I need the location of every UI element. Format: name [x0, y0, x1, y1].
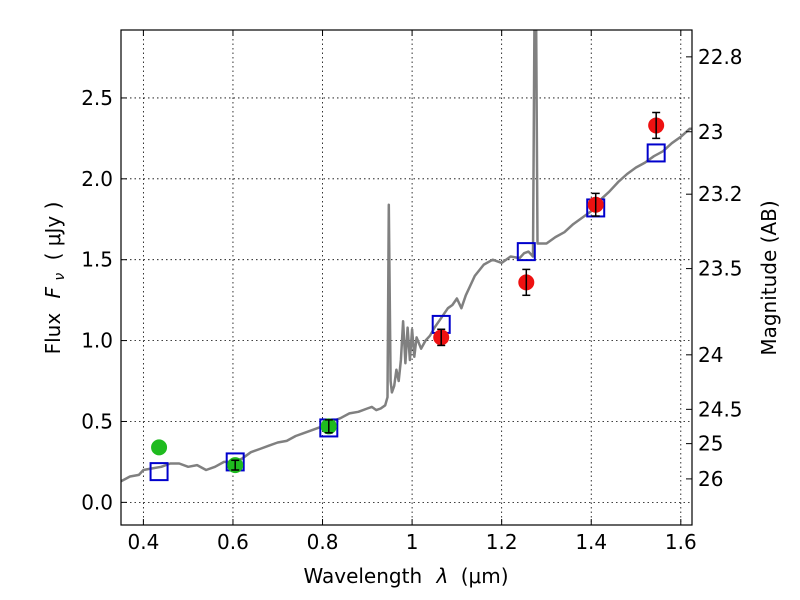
x-tick-label: 1.2 [486, 530, 518, 554]
y-tick-label: 0.5 [81, 409, 113, 433]
y2-tick-label: 23.5 [698, 257, 743, 281]
y2-tick-label: 24.5 [698, 397, 743, 421]
x-tick-label: 0.4 [127, 530, 159, 554]
model-square [646, 143, 666, 163]
x-axis-title: Wavelength λ (μm) [303, 564, 508, 588]
y-tick-label: 1.5 [81, 248, 113, 272]
y2-tick-label: 25 [698, 432, 723, 456]
x-axis-label: Wavelength [303, 564, 422, 588]
y-axis-symbol: F [41, 286, 65, 298]
model-square [516, 242, 536, 262]
x-tick-label: 1.6 [665, 530, 697, 554]
x-axis-unit: (μm) [461, 564, 509, 588]
grid [121, 30, 692, 525]
y-axis-title: Flux F ν ( μJy ) [41, 202, 69, 355]
y2-tick-label: 26 [698, 467, 723, 491]
x-tick-label: 1.4 [575, 530, 607, 554]
y-axis-subscript: ν [52, 273, 68, 281]
x-axis-symbol: λ [436, 564, 449, 588]
x-tick-label: 1 [406, 530, 419, 554]
model-square [149, 462, 169, 482]
y-axis-unit: ( μJy ) [41, 202, 65, 261]
y-axis-label: Flux [41, 313, 65, 355]
y-tick-label: 1.0 [81, 329, 113, 353]
y-tick-label: 0.0 [81, 490, 113, 514]
y2-tick-label: 23 [698, 120, 723, 144]
y2-axis-title: Magnitude (AB) [757, 200, 781, 355]
x-tick-label: 0.8 [307, 530, 339, 554]
spectrum-line [121, 30, 692, 483]
y2-tick-label: 22.8 [698, 45, 743, 69]
axis-ticks: 0.4 0.6 0.8 1 1.2 1.4 1.6 0.0 0.5 1.0 1.5 2.0 2.5 22.… [81, 30, 743, 554]
y2-tick-label: 23.2 [698, 182, 743, 206]
x-tick-label: 0.6 [217, 530, 249, 554]
y-tick-label: 2.0 [81, 167, 113, 191]
plot-frame [120, 29, 693, 526]
y2-tick-label: 24 [698, 343, 723, 367]
plot-area [121, 30, 692, 483]
data-point [151, 439, 168, 456]
y-tick-label: 2.5 [81, 86, 113, 110]
